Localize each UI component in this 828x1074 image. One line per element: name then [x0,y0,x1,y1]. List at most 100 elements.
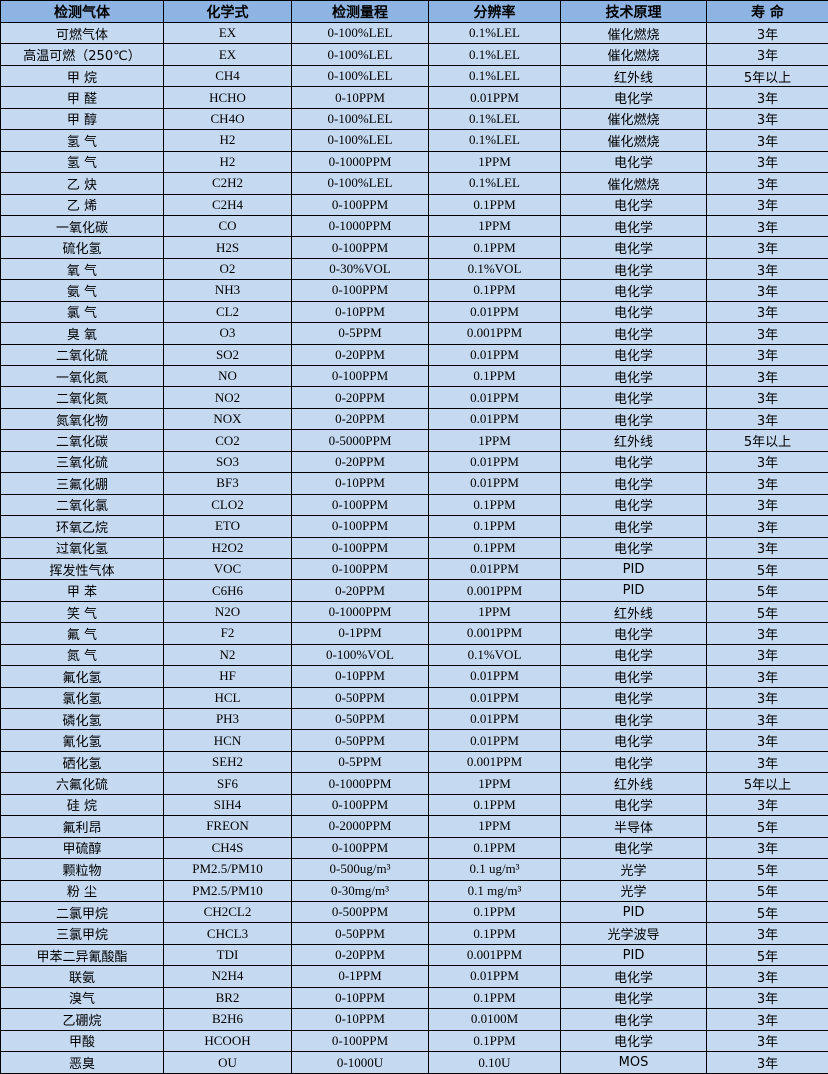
cell-gas: 氟化氢 [0,665,164,688]
cell-gas: 氨 气 [0,279,164,302]
cell-resolution: 0.1PPM [428,922,561,945]
table-row: 磷化氢 PH3 0-50PPM 0.01PPM 电化学 3年 [0,707,828,731]
cell-resolution: 0.1%LEL [428,21,561,45]
cell-gas: 二氧化碳 [0,429,164,452]
cell-gas: 挥发性气体 [0,557,164,581]
table-row: 二氧化碳 CO2 0-5000PPM 1PPM 红外线 5年以上 [0,429,828,452]
cell-principle: PID [560,579,707,602]
cell-gas: 粉 尘 [0,879,164,902]
cell-lifespan: 3年 [706,150,828,174]
cell-range: 0-100PPM [291,364,429,388]
cell-lifespan: 3年 [706,279,828,302]
cell-range: 0-50PPM [291,707,429,731]
cell-range: 0-500PPM [291,900,429,924]
cell-lifespan: 3年 [706,214,828,238]
cell-formula: SIH4 [163,793,292,817]
cell-range: 0-10PPM [291,986,429,1010]
cell-range: 0-20PPM [291,407,429,431]
table-row: 氧 气 O2 0-30%VOL 0.1%VOL 电化学 3年 [0,257,828,281]
cell-lifespan: 3年 [706,472,828,495]
cell-resolution: 0.01PPM [428,965,561,988]
table-row: 二氧化氮 NO2 0-20PPM 0.01PPM 电化学 3年 [0,386,828,409]
cell-lifespan: 3年 [706,386,828,409]
cell-resolution: 0.01PPM [428,729,561,752]
table-row: 氟 气 F2 0-1PPM 0.001PPM 电化学 3年 [0,622,828,645]
cell-principle: 催化燃烧 [560,21,707,45]
table-row: 联氨 N2H4 0-1PPM 0.01PPM 电化学 3年 [0,965,828,988]
cell-gas: 二氯甲烷 [0,900,164,924]
cell-formula: NOX [163,407,292,431]
cell-formula: HCL [163,686,292,710]
cell-resolution: 0.1PPM [428,836,561,860]
cell-formula: C2H2 [163,172,292,195]
cell-formula: C6H6 [163,579,292,602]
cell-range: 0-100PPM [291,193,429,216]
cell-range: 0-100PPM [291,836,429,860]
cell-gas: 甲 苯 [0,579,164,602]
table-row: 二氧化氯 CLO2 0-100PPM 0.1PPM 电化学 3年 [0,493,828,517]
cell-gas: 氧 气 [0,257,164,281]
cell-gas: 可燃气体 [0,21,164,45]
header-gas: 检测气体 [0,0,164,23]
cell-lifespan: 3年 [706,515,828,538]
cell-principle: PID [560,943,707,967]
cell-gas: 三氧化硫 [0,450,164,474]
cell-gas: 甲硫醇 [0,836,164,860]
cell-gas: 恶臭 [0,1051,164,1074]
cell-principle: 电化学 [560,665,707,688]
cell-gas: 三氯甲烷 [0,922,164,945]
cell-range: 0-100PPM [291,279,429,302]
cell-resolution: 1PPM [428,214,561,238]
table-row: 二氯甲烷 CH2CL2 0-500PPM 0.1PPM PID 5年 [0,900,828,924]
cell-principle: 红外线 [560,772,707,795]
cell-formula: TDI [163,943,292,967]
cell-formula: ETO [163,515,292,538]
cell-range: 0-100%LEL [291,64,429,88]
cell-formula: VOC [163,557,292,581]
table-row: 粉 尘 PM2.5/PM10 0-30mg/m³ 0.1 mg/m³ 光学 5年 [0,879,828,902]
cell-principle: 电化学 [560,707,707,731]
cell-resolution: 0.1PPM [428,515,561,538]
cell-gas: 颗粒物 [0,858,164,881]
cell-formula: NO [163,364,292,388]
cell-formula: CL2 [163,300,292,324]
cell-resolution: 0.1PPM [428,364,561,388]
cell-formula: H2O2 [163,536,292,559]
cell-lifespan: 3年 [706,536,828,559]
cell-lifespan: 3年 [706,836,828,860]
table-row: 硒化氢 SEH2 0-5PPM 0.001PPM 电化学 3年 [0,750,828,774]
cell-resolution: 0.01PPM [428,686,561,710]
cell-resolution: 0.001PPM [428,750,561,774]
table-row: 氢 气 H2 0-100%LEL 0.1%LEL 催化燃烧 3年 [0,129,828,152]
cell-lifespan: 3年 [706,172,828,195]
cell-formula: C2H4 [163,193,292,216]
cell-formula: BF3 [163,472,292,495]
cell-resolution: 0.1%LEL [428,129,561,152]
cell-range: 0-100%LEL [291,129,429,152]
cell-lifespan: 3年 [706,43,828,66]
table-row: 甲酸 HCOOH 0-100PPM 0.1PPM 电化学 3年 [0,1029,828,1053]
header-lifespan: 寿 命 [706,0,828,23]
cell-lifespan: 3年 [706,300,828,324]
cell-gas: 氮 气 [0,643,164,667]
cell-principle: PID [560,557,707,581]
cell-formula: HCOOH [163,1029,292,1053]
cell-principle: 电化学 [560,515,707,538]
cell-lifespan: 3年 [706,322,828,345]
cell-principle: 电化学 [560,793,707,817]
table-row: 甲苯二异氰酸酯 TDI 0-20PPM 0.001PPM PID 5年 [0,943,828,967]
cell-range: 0-30%VOL [291,257,429,281]
table-header-row: 检测气体 化学式 检测量程 分辨率 技术原理 寿 命 [0,0,828,23]
cell-gas: 氯 气 [0,300,164,324]
cell-formula: N2O [163,600,292,624]
cell-range: 0-1000U [291,1051,429,1074]
cell-lifespan: 3年 [706,343,828,367]
cell-lifespan: 5年 [706,858,828,881]
cell-range: 0-50PPM [291,729,429,752]
cell-resolution: 0.1PPM [428,536,561,559]
cell-resolution: 0.1PPM [428,1029,561,1053]
cell-principle: 催化燃烧 [560,172,707,195]
cell-range: 0-100%VOL [291,643,429,667]
table-row: 甲 醛 HCHO 0-10PPM 0.01PPM 电化学 3年 [0,86,828,109]
